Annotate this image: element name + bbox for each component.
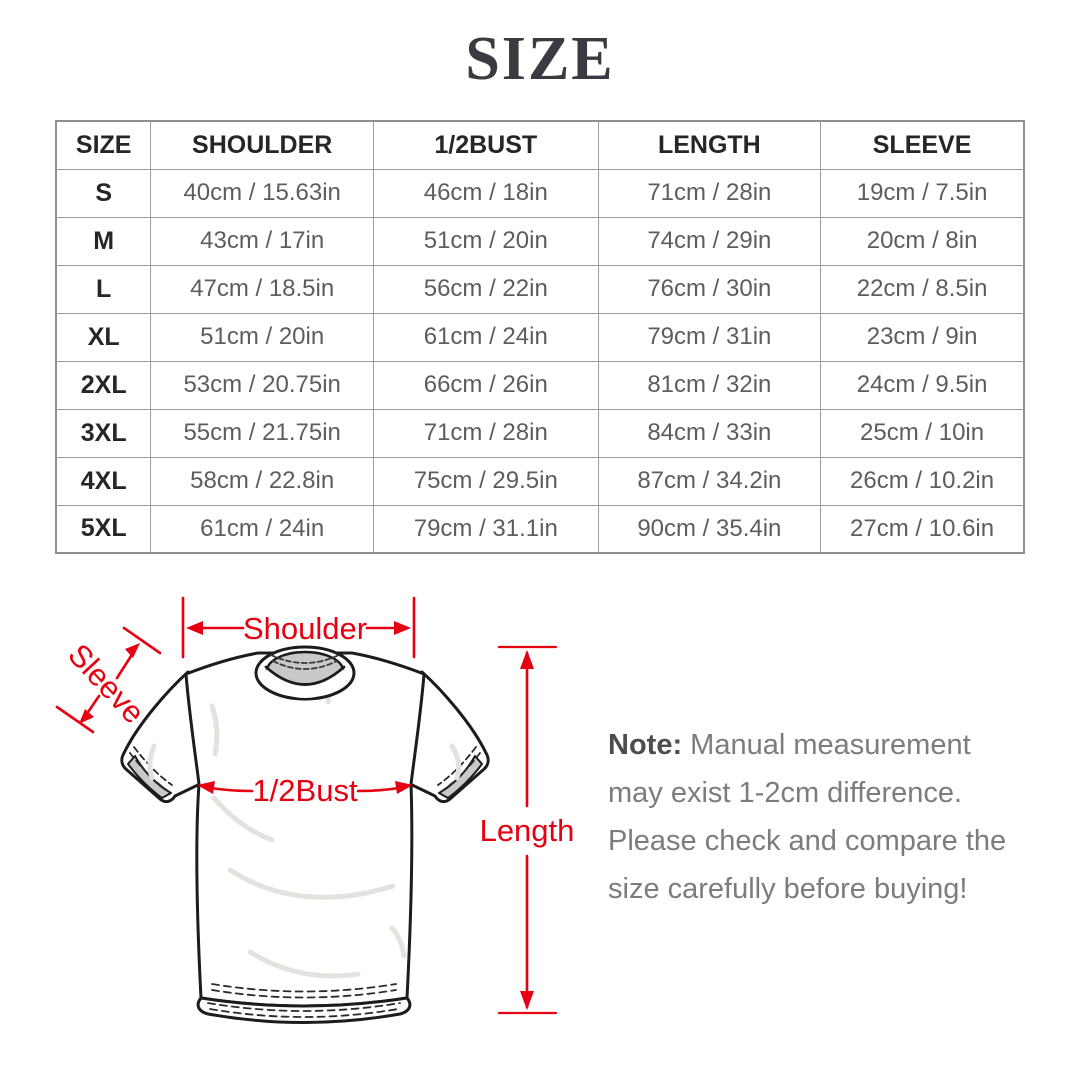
table-row: XL 51cm / 20in 61cm / 24in 79cm / 31in 2… — [55, 312, 1025, 362]
sleeve-label: Sleeve — [61, 637, 151, 730]
right-cuff — [438, 755, 483, 799]
bust-dimension: 1/2Bust — [197, 773, 413, 808]
cell-size: S — [55, 168, 152, 218]
cell-size: M — [55, 216, 152, 266]
cell-bust: 75cm / 29.5in — [372, 456, 599, 506]
tshirt-measurement-diagram: Shoulder Sleeve 1/2Bust — [55, 596, 575, 1024]
note-body: Manual measurement may exist 1-2cm diffe… — [608, 729, 1007, 905]
cell-shoulder: 53cm / 20.75in — [150, 360, 374, 410]
table-row: 5XL 61cm / 24in 79cm / 31.1in 90cm / 35.… — [55, 504, 1025, 554]
hem-stitching — [207, 983, 401, 1018]
header-bust: 1/2BUST — [372, 120, 599, 170]
bust-label: 1/2Bust — [252, 773, 358, 808]
cell-shoulder: 40cm / 15.63in — [150, 168, 374, 218]
header-shoulder: SHOULDER — [150, 120, 374, 170]
cell-size: 5XL — [55, 504, 152, 554]
cell-bust: 66cm / 26in — [372, 360, 599, 410]
cell-shoulder: 55cm / 21.75in — [150, 408, 374, 458]
table-row: L 47cm / 18.5in 56cm / 22in 76cm / 30in … — [55, 264, 1025, 314]
tshirt-illustration — [120, 645, 490, 1024]
cell-bust: 61cm / 24in — [372, 312, 599, 362]
cuff-stitching — [129, 746, 481, 792]
cell-sleeve: 19cm / 7.5in — [820, 168, 1025, 218]
header-length: LENGTH — [597, 120, 822, 170]
cell-bust: 56cm / 22in — [372, 264, 599, 314]
cell-length: 71cm / 28in — [597, 168, 822, 218]
collar-stitching — [270, 654, 340, 670]
length-dimension: Length — [480, 645, 575, 1015]
table-header-row: SIZE SHOULDER 1/2BUST LENGTH SLEEVE — [55, 120, 1025, 170]
table-row: 2XL 53cm / 20.75in 66cm / 26in 81cm / 32… — [55, 360, 1025, 410]
cell-shoulder: 51cm / 20in — [150, 312, 374, 362]
size-chart-table: SIZE SHOULDER 1/2BUST LENGTH SLEEVE S 40… — [55, 120, 1025, 554]
cell-bust: 79cm / 31.1in — [372, 504, 599, 554]
header-size: SIZE — [55, 120, 152, 170]
cell-shoulder: 43cm / 17in — [150, 216, 374, 266]
tshirt-body — [184, 651, 426, 1008]
note-label: Note: — [608, 729, 683, 761]
cell-sleeve: 22cm / 8.5in — [820, 264, 1025, 314]
cell-length: 84cm / 33in — [597, 408, 822, 458]
cell-shoulder: 61cm / 24in — [150, 504, 374, 554]
cell-sleeve: 23cm / 9in — [820, 312, 1025, 362]
cell-length: 79cm / 31in — [597, 312, 822, 362]
note-text: Note: Manual measurement may exist 1-2cm… — [608, 721, 1032, 913]
table-row: M 43cm / 17in 51cm / 20in 74cm / 29in 20… — [55, 216, 1025, 266]
cell-sleeve: 25cm / 10in — [820, 408, 1025, 458]
table-row: S 40cm / 15.63in 46cm / 18in 71cm / 28in… — [55, 168, 1025, 218]
sleeve-dimension: Sleeve — [55, 626, 162, 734]
header-sleeve: SLEEVE — [820, 120, 1025, 170]
table-row: 3XL 55cm / 21.75in 71cm / 28in 84cm / 33… — [55, 408, 1025, 458]
cell-sleeve: 27cm / 10.6in — [820, 504, 1025, 554]
page-title: SIZE — [465, 25, 615, 93]
cell-length: 81cm / 32in — [597, 360, 822, 410]
cell-shoulder: 58cm / 22.8in — [150, 456, 374, 506]
table-row: 4XL 58cm / 22.8in 75cm / 29.5in 87cm / 3… — [55, 456, 1025, 506]
wrinkle-shading — [147, 675, 462, 979]
collar-front-band — [260, 669, 350, 698]
cell-bust: 71cm / 28in — [372, 408, 599, 458]
cell-size: 4XL — [55, 456, 152, 506]
cell-sleeve: 24cm / 9.5in — [820, 360, 1025, 410]
shoulder-label: Shoulder — [243, 611, 367, 646]
cell-length: 87cm / 34.2in — [597, 456, 822, 506]
cell-length: 74cm / 29in — [597, 216, 822, 266]
shoulder-dimension: Shoulder — [181, 596, 416, 659]
cell-bust: 51cm / 20in — [372, 216, 599, 266]
cell-size: XL — [55, 312, 152, 362]
cell-length: 90cm / 35.4in — [597, 504, 822, 554]
cell-size: 2XL — [55, 360, 152, 410]
cell-sleeve: 26cm / 10.2in — [820, 456, 1025, 506]
collar-front-edge — [264, 665, 346, 686]
length-label: Length — [480, 813, 575, 848]
cell-sleeve: 20cm / 8in — [820, 216, 1025, 266]
cell-size: 3XL — [55, 408, 152, 458]
cell-length: 76cm / 30in — [597, 264, 822, 314]
cell-bust: 46cm / 18in — [372, 168, 599, 218]
cell-size: L — [55, 264, 152, 314]
cell-shoulder: 47cm / 18.5in — [150, 264, 374, 314]
